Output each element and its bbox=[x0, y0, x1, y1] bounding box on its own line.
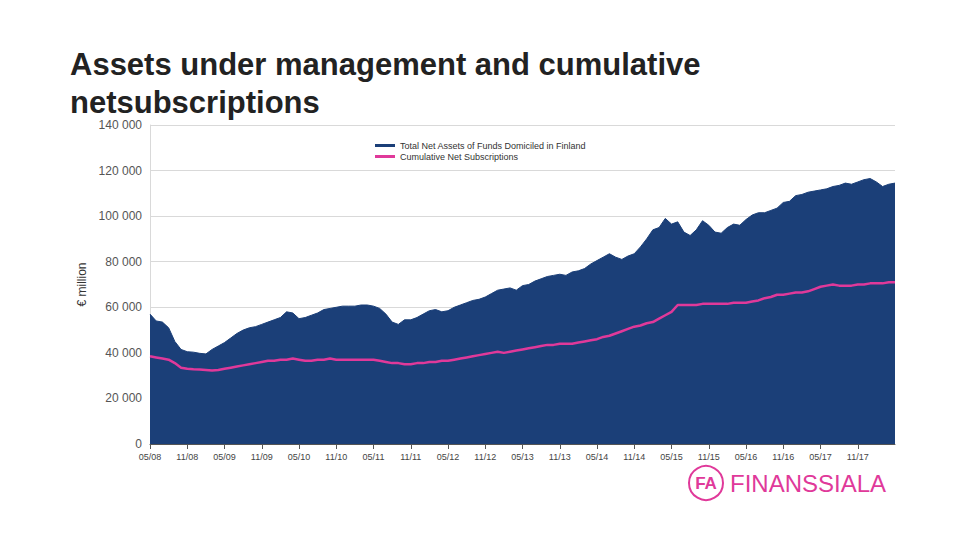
svg-text:05/16: 05/16 bbox=[735, 452, 758, 462]
svg-text:11/16: 11/16 bbox=[772, 452, 794, 462]
svg-text:11/17: 11/17 bbox=[847, 452, 869, 462]
svg-text:05/13: 05/13 bbox=[511, 452, 534, 462]
svg-text:05/11: 05/11 bbox=[363, 452, 385, 462]
svg-text:Total Net Assets of Funds Domi: Total Net Assets of Funds Domiciled in F… bbox=[400, 141, 586, 151]
svg-text:11/15: 11/15 bbox=[698, 452, 720, 462]
svg-text:05/10: 05/10 bbox=[288, 452, 311, 462]
svg-text:11/08: 11/08 bbox=[176, 452, 198, 462]
svg-text:05/17: 05/17 bbox=[809, 452, 832, 462]
svg-text:11/10: 11/10 bbox=[325, 452, 347, 462]
svg-text:0: 0 bbox=[135, 437, 142, 451]
svg-text:05/14: 05/14 bbox=[586, 452, 609, 462]
svg-text:netsubscriptions: netsubscriptions bbox=[70, 85, 320, 120]
svg-text:11/13: 11/13 bbox=[549, 452, 571, 462]
svg-text:05/09: 05/09 bbox=[213, 452, 236, 462]
svg-text:140 000: 140 000 bbox=[99, 118, 143, 132]
svg-text:11/09: 11/09 bbox=[251, 452, 273, 462]
svg-text:20 000: 20 000 bbox=[105, 391, 142, 405]
svg-text:40 000: 40 000 bbox=[105, 346, 142, 360]
svg-text:FINANSSIALA: FINANSSIALA bbox=[730, 470, 886, 497]
svg-text:€ million: € million bbox=[75, 262, 89, 306]
svg-text:11/11: 11/11 bbox=[400, 452, 421, 462]
svg-text:100 000: 100 000 bbox=[99, 209, 143, 223]
svg-text:Assets under management and cu: Assets under management and cumulative bbox=[70, 47, 709, 82]
svg-text:11/14: 11/14 bbox=[623, 452, 645, 462]
svg-text:05/15: 05/15 bbox=[660, 452, 683, 462]
svg-text:05/08: 05/08 bbox=[139, 452, 162, 462]
svg-text:05/12: 05/12 bbox=[437, 452, 460, 462]
svg-text:80 000: 80 000 bbox=[105, 255, 142, 269]
svg-text:60 000: 60 000 bbox=[105, 300, 142, 314]
svg-text:FA: FA bbox=[695, 474, 717, 493]
svg-text:Cumulative Net Subscriptions: Cumulative Net Subscriptions bbox=[400, 152, 519, 162]
svg-text:120 000: 120 000 bbox=[99, 164, 143, 178]
svg-text:11/12: 11/12 bbox=[474, 452, 496, 462]
